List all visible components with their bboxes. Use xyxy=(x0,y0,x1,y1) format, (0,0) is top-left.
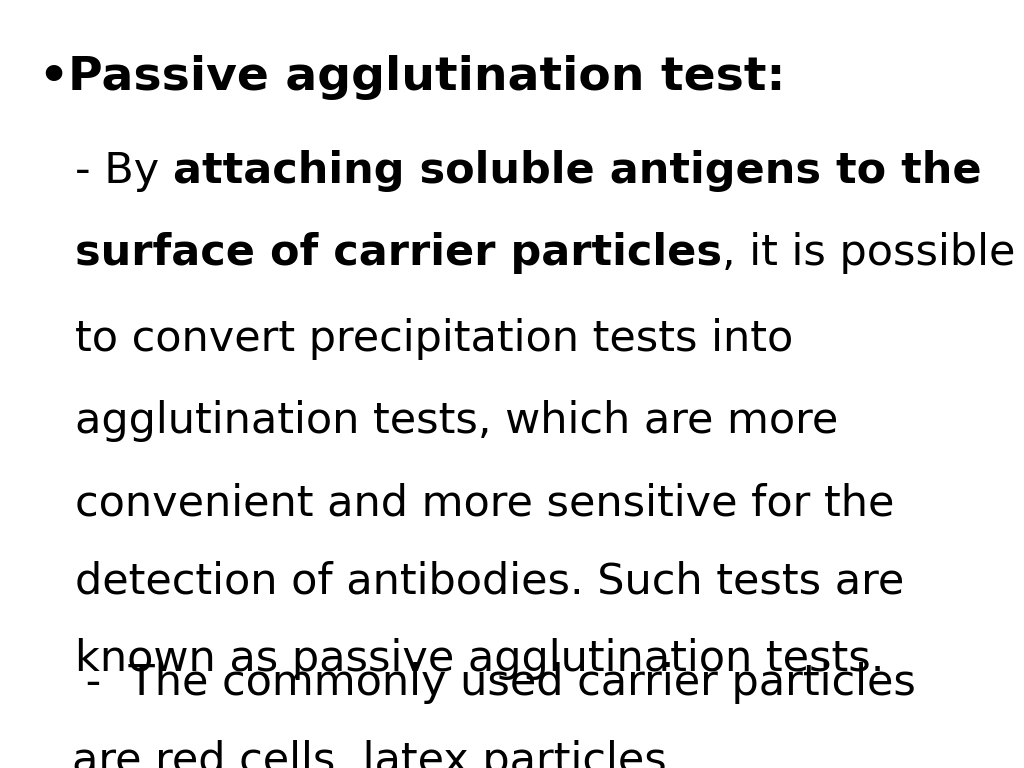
Text: agglutination tests, which are more: agglutination tests, which are more xyxy=(75,400,839,442)
Text: are red cells, latex particles.: are red cells, latex particles. xyxy=(72,740,680,768)
Text: detection of antibodies. Such tests are: detection of antibodies. Such tests are xyxy=(75,560,904,602)
Text: convenient and more sensitive for the: convenient and more sensitive for the xyxy=(75,482,894,524)
Text: to convert precipitation tests into: to convert precipitation tests into xyxy=(75,318,794,360)
Text: - By: - By xyxy=(75,150,173,192)
Text: -  The commonly used carrier particles: - The commonly used carrier particles xyxy=(72,662,915,704)
Text: attaching soluble antigens to the: attaching soluble antigens to the xyxy=(173,150,981,192)
Text: Passive agglutination test:: Passive agglutination test: xyxy=(69,55,785,100)
Text: surface of carrier particles: surface of carrier particles xyxy=(75,232,722,274)
Text: known as passive agglutination tests.: known as passive agglutination tests. xyxy=(75,638,885,680)
Text: •: • xyxy=(38,55,69,100)
Text: , it is possible: , it is possible xyxy=(722,232,1016,274)
